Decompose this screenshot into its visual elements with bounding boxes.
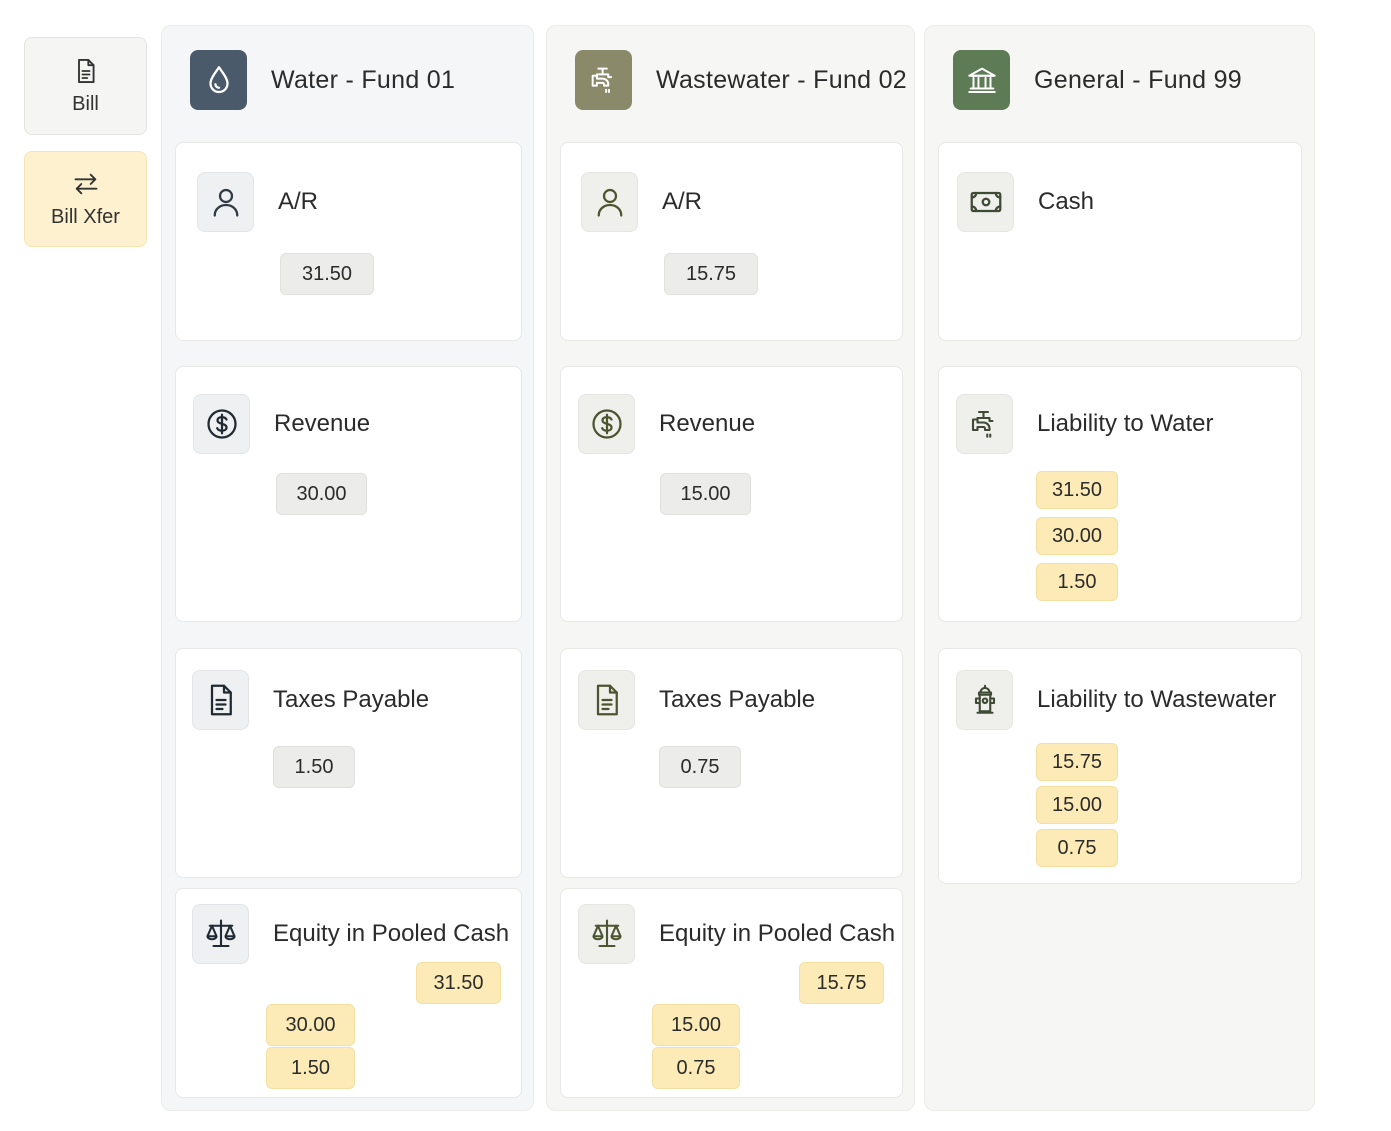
amount-chip[interactable]: 31.50 xyxy=(416,962,501,1004)
amount-chip[interactable]: 15.75 xyxy=(664,253,758,295)
amount-chip[interactable]: 30.00 xyxy=(266,1004,355,1046)
account-card-liability-to-wastewater[interactable]: Liability to Wastewater 15.75 15.00 0.75 xyxy=(938,648,1302,884)
fund-header: Water - Fund 01 xyxy=(190,50,455,110)
account-card-equity-pooled-cash[interactable]: Equity in Pooled Cash 31.50 30.00 1.50 xyxy=(175,888,522,1098)
amount-chip[interactable]: 15.00 xyxy=(1036,786,1118,824)
amount-chip[interactable]: 31.50 xyxy=(280,253,374,295)
account-card-ar[interactable]: A/R 15.75 xyxy=(560,142,903,341)
faucet-icon xyxy=(956,394,1013,454)
account-title: Revenue xyxy=(659,410,756,437)
scales-icon xyxy=(578,904,635,964)
fund-title: General - Fund 99 xyxy=(1034,65,1242,94)
faucet-icon xyxy=(575,50,632,110)
amount-chip[interactable]: 0.75 xyxy=(1036,829,1118,867)
account-title: Liability to Water xyxy=(1037,410,1214,437)
account-title: Equity in Pooled Cash xyxy=(273,920,510,947)
account-card-liability-to-water[interactable]: Liability to Water 31.50 30.00 1.50 xyxy=(938,366,1302,622)
document-icon xyxy=(77,58,95,83)
account-card-cash[interactable]: Cash xyxy=(938,142,1302,341)
account-title: Revenue xyxy=(274,410,371,437)
amount-chip[interactable]: 31.50 xyxy=(1036,471,1118,509)
fund-column-general: General - Fund 99 Cash Liability to Wate… xyxy=(924,25,1315,1111)
account-title: Liability to Wastewater xyxy=(1037,686,1277,713)
bank-icon xyxy=(953,50,1010,110)
account-title: Taxes Payable xyxy=(659,686,816,713)
document-icon xyxy=(192,670,249,730)
fund-title: Water - Fund 01 xyxy=(271,65,456,94)
fund-column-water: Water - Fund 01 A/R 31.50 Revenue 30.00 … xyxy=(161,25,534,1111)
account-title: Cash xyxy=(1038,188,1095,215)
amount-chip[interactable]: 15.00 xyxy=(652,1004,740,1046)
account-card-taxes-payable[interactable]: Taxes Payable 1.50 xyxy=(175,648,522,878)
amount-chip[interactable]: 15.00 xyxy=(660,473,751,515)
sidebar: Bill Bill Xfer xyxy=(24,37,147,247)
account-card-revenue[interactable]: Revenue 15.00 xyxy=(560,366,903,622)
amount-chip[interactable]: 30.00 xyxy=(276,473,367,515)
cash-bill-icon xyxy=(957,172,1014,232)
document-icon xyxy=(578,670,635,730)
amount-chip[interactable]: 1.50 xyxy=(266,1047,355,1089)
water-drop-icon xyxy=(190,50,247,110)
account-card-equity-pooled-cash[interactable]: Equity in Pooled Cash 15.75 15.00 0.75 xyxy=(560,888,903,1098)
dollar-circle-icon xyxy=(578,394,635,454)
transfer-arrows-icon xyxy=(74,173,97,194)
account-title: Taxes Payable xyxy=(273,686,430,713)
bill-xfer-button[interactable]: Bill Xfer xyxy=(24,151,147,247)
hydrant-icon xyxy=(956,670,1013,730)
bill-xfer-label: Bill Xfer xyxy=(51,205,120,228)
account-card-ar[interactable]: A/R 31.50 xyxy=(175,142,522,341)
fund-title: Wastewater - Fund 02 xyxy=(656,65,908,94)
amount-chip[interactable]: 1.50 xyxy=(1036,563,1118,601)
account-title: A/R xyxy=(278,188,319,215)
account-title: A/R xyxy=(662,188,703,215)
bill-button[interactable]: Bill xyxy=(24,37,147,135)
account-card-taxes-payable[interactable]: Taxes Payable 0.75 xyxy=(560,648,903,878)
amount-chip[interactable]: 0.75 xyxy=(652,1047,740,1089)
account-card-revenue[interactable]: Revenue 30.00 xyxy=(175,366,522,622)
account-title: Equity in Pooled Cash xyxy=(659,920,896,947)
bill-label: Bill xyxy=(72,92,99,115)
scales-icon xyxy=(192,904,249,964)
fund-header: Wastewater - Fund 02 xyxy=(575,50,907,110)
amount-chip[interactable]: 15.75 xyxy=(799,962,884,1004)
amount-chip[interactable]: 0.75 xyxy=(659,746,741,788)
person-icon xyxy=(581,172,638,232)
fund-column-wastewater: Wastewater - Fund 02 A/R 15.75 Revenue 1… xyxy=(546,25,915,1111)
fund-header: General - Fund 99 xyxy=(953,50,1242,110)
person-icon xyxy=(197,172,254,232)
amount-chip[interactable]: 30.00 xyxy=(1036,517,1118,555)
dollar-circle-icon xyxy=(193,394,250,454)
amount-chip[interactable]: 15.75 xyxy=(1036,743,1118,781)
amount-chip[interactable]: 1.50 xyxy=(273,746,355,788)
